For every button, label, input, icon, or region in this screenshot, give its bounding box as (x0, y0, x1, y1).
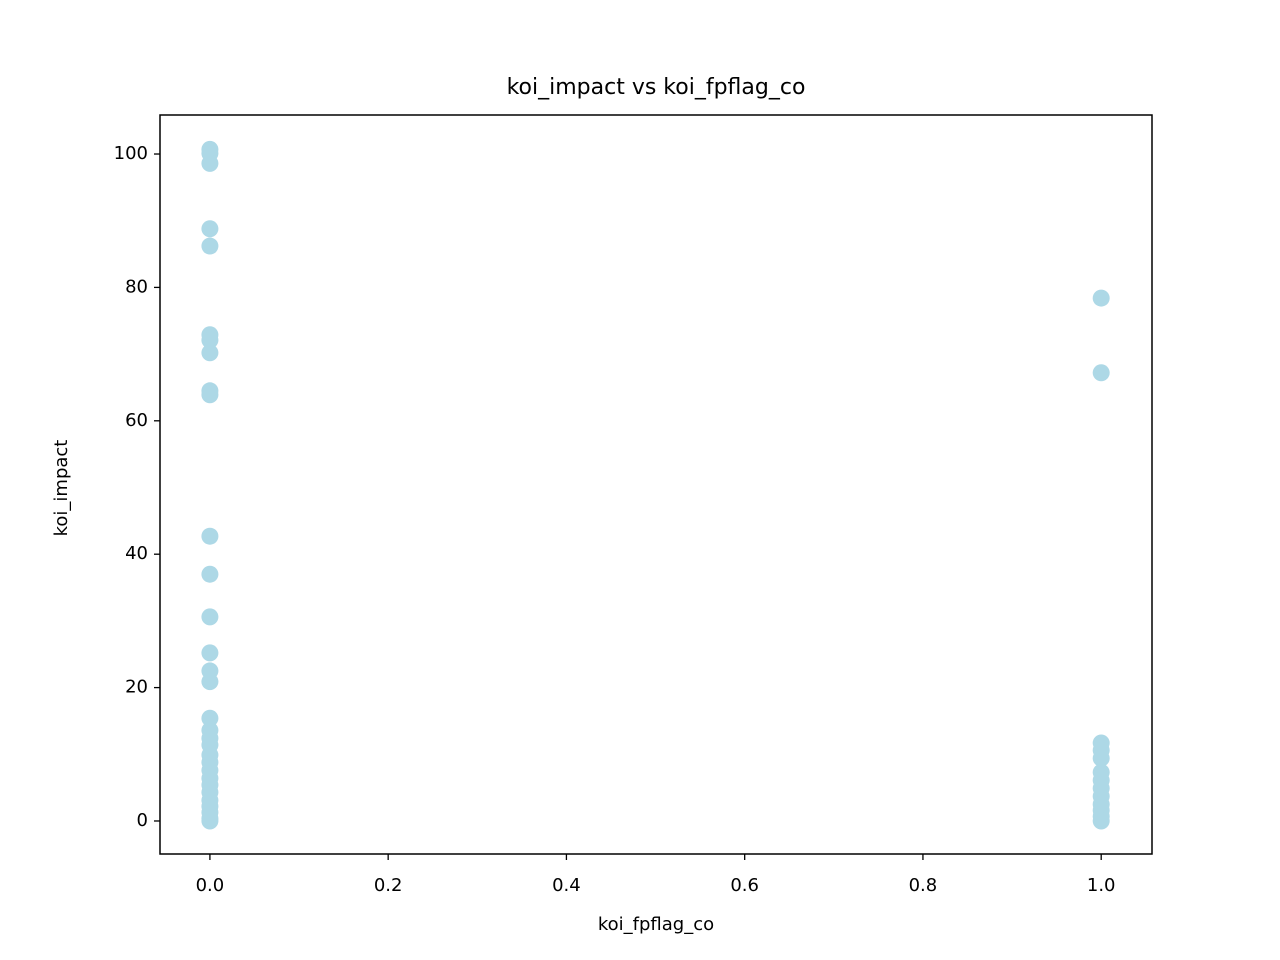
y-tick-label: 80 (125, 276, 148, 297)
point (201, 673, 219, 691)
point (201, 812, 219, 830)
point (201, 709, 219, 727)
x-tick-label: 0.8 (909, 875, 938, 896)
y-tick-label: 60 (125, 410, 148, 431)
point (1092, 749, 1110, 767)
point (201, 331, 219, 349)
point (1092, 289, 1110, 307)
point (201, 237, 219, 255)
x-tick-label: 0.4 (552, 875, 581, 896)
y-tick-label: 20 (125, 677, 148, 698)
x-axis-label: koi_fpflag_co (598, 914, 714, 935)
chart-title: koi_impact vs koi_fpflag_co (507, 75, 806, 100)
point (201, 344, 219, 362)
x-tick-label: 0.0 (196, 875, 225, 896)
y-axis-label: koi_impact (51, 440, 72, 537)
point (201, 386, 219, 404)
point (201, 527, 219, 545)
plot-frame (159, 114, 1153, 855)
point (201, 644, 219, 662)
y-tick-label: 40 (125, 543, 148, 564)
x-tick-label: 1.0 (1087, 875, 1116, 896)
y-tick-label: 100 (114, 143, 148, 164)
point (201, 220, 219, 238)
y-tick-label: 0 (137, 810, 148, 831)
point (201, 565, 219, 583)
x-tick-label: 0.2 (374, 875, 403, 896)
point (201, 608, 219, 626)
point (1092, 812, 1110, 830)
x-tick-label: 0.6 (730, 875, 759, 896)
point (201, 154, 219, 172)
point (1092, 364, 1110, 382)
